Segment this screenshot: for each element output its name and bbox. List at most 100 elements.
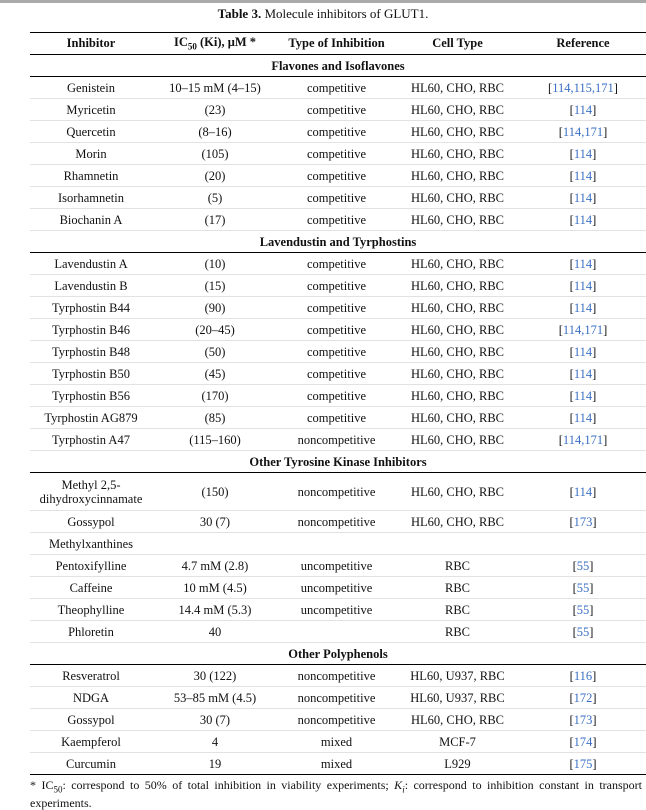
inhibitor-cell: Tyrphostin B46 — [30, 318, 152, 341]
ic50-cell: (5) — [152, 186, 278, 209]
cell-type-cell: HL60, CHO, RBC — [395, 708, 520, 731]
table-row: Tyrphostin B46 (20–45) competitive HL60, CH… — [30, 318, 646, 341]
ic50-cell: (115–160) — [152, 428, 278, 451]
ic50-cell: 10–15 mM (4–15) — [152, 76, 278, 99]
reference-link[interactable]: 114 — [573, 190, 593, 205]
inhibition-type-cell: noncompetitive — [278, 708, 395, 731]
reference-link[interactable]: 55 — [576, 624, 590, 639]
reference-link[interactable]: 114 — [573, 168, 593, 183]
reference-link[interactable]: 114 — [573, 212, 593, 227]
inhibition-type-cell: mixed — [278, 730, 395, 753]
ic50-cell: (105) — [152, 142, 278, 165]
table-row: Lavendustin A (10) competitive HL60, CHO, R… — [30, 252, 646, 275]
table-row: Tyrphostin B50 (45) competitive HL60, CHO, … — [30, 362, 646, 385]
section-title: Other Tyrosine Kinase Inhibitors — [30, 450, 646, 473]
inhibition-type-cell: uncompetitive — [278, 598, 395, 621]
reference-link[interactable]: 114 — [562, 124, 582, 139]
ic50-cell: (15) — [152, 274, 278, 297]
top-border — [0, 0, 646, 3]
reference-link[interactable]: 55 — [576, 602, 590, 617]
section-row: Other Tyrosine Kinase Inhibitors — [30, 450, 646, 473]
reference-link[interactable]: 114 — [552, 80, 571, 95]
reference-cell: [114] — [520, 252, 646, 275]
inhibition-type-cell — [278, 620, 395, 643]
reference-cell: [114,171] — [520, 428, 646, 451]
reference-cell: [114] — [520, 186, 646, 209]
reference-link[interactable]: 174 — [573, 734, 593, 749]
header-inhibitor: Inhibitor — [30, 32, 152, 55]
inhibitor-cell: Theophylline — [30, 598, 152, 621]
cell-type-cell: HL60, CHO, RBC — [395, 340, 520, 363]
inhibition-type-cell: competitive — [278, 318, 395, 341]
table-row: Tyrphostin AG879 (85) competitive HL60, CHO… — [30, 406, 646, 429]
cell-type-cell: HL60, CHO, RBC — [395, 384, 520, 407]
ic50-cell: (20) — [152, 164, 278, 187]
inhibitor-cell: Curcumin — [30, 752, 152, 775]
reference-link[interactable]: 173 — [573, 514, 593, 529]
reference-link[interactable]: 114 — [573, 388, 593, 403]
reference-link[interactable]: 55 — [576, 580, 590, 595]
reference-cell: [174] — [520, 730, 646, 753]
inhibitor-cell: Rhamnetin — [30, 164, 152, 187]
inhibition-type-cell: competitive — [278, 208, 395, 231]
inhibition-type-cell: noncompetitive — [278, 510, 395, 533]
cell-type-cell: HL60, CHO, RBC — [395, 164, 520, 187]
reference-cell: [114] — [520, 142, 646, 165]
footnote-sub: 50 — [53, 784, 63, 795]
ic50-sub: 50 — [187, 41, 197, 52]
ic50-cell: 4 — [152, 730, 278, 753]
reference-link[interactable]: 114 — [573, 344, 593, 359]
reference-cell: [114] — [520, 98, 646, 121]
ic50-cell: (10) — [152, 252, 278, 275]
inhibitor-cell: Biochanin A — [30, 208, 152, 231]
reference-link[interactable]: 114 — [573, 300, 593, 315]
reference-link[interactable]: 114 — [573, 410, 593, 425]
reference-link[interactable]: 114 — [573, 102, 593, 117]
header-ic50: IC50 (Ki), μM * — [152, 32, 278, 55]
reference-cell: [55] — [520, 620, 646, 643]
table-row: Phloretin 40 RBC [55] — [30, 620, 646, 643]
inhibition-type-cell: competitive — [278, 76, 395, 99]
reference-link[interactable]: 114 — [573, 484, 593, 499]
inhibition-type-cell: competitive — [278, 120, 395, 143]
reference-link[interactable]: 171 — [595, 80, 614, 95]
reference-link[interactable]: 114 — [562, 432, 582, 447]
reference-link[interactable]: 116 — [573, 668, 593, 683]
inhibition-type-cell: competitive — [278, 164, 395, 187]
inhibitor-cell: Tyrphostin B44 — [30, 296, 152, 319]
reference-link[interactable]: 114 — [562, 322, 582, 337]
footnote-ki: K — [394, 778, 403, 792]
cell-type-cell: HL60, CHO, RBC — [395, 186, 520, 209]
cell-type-cell: HL60, CHO, RBC — [395, 142, 520, 165]
reference-link[interactable]: 171 — [584, 322, 604, 337]
ic50-cell: 4.7 mM (2.8) — [152, 554, 278, 577]
inhibition-type-cell: competitive — [278, 252, 395, 275]
reference-link[interactable]: 114 — [573, 278, 593, 293]
inhibition-type-cell: noncompetitive — [278, 664, 395, 687]
reference-link[interactable]: 114 — [573, 366, 593, 381]
reference-link[interactable]: 171 — [584, 124, 604, 139]
cell-type-cell: HL60, CHO, RBC — [395, 472, 520, 511]
ic50-cell: (170) — [152, 384, 278, 407]
reference-link[interactable]: 172 — [573, 690, 593, 705]
cell-type-cell: HL60, CHO, RBC — [395, 98, 520, 121]
inhibition-type-cell: uncompetitive — [278, 576, 395, 599]
ic50-cell: (150) — [152, 472, 278, 511]
cell-type-cell: HL60, CHO, RBC — [395, 274, 520, 297]
inhibitor-cell: Resveratrol — [30, 664, 152, 687]
header-type: Type of Inhibition — [278, 32, 395, 55]
table-row: Genistein 10–15 mM (4–15) competitive HL60,… — [30, 76, 646, 99]
reference-link[interactable]: 175 — [573, 756, 593, 771]
reference-link[interactable]: 173 — [573, 712, 593, 727]
table-row: Myricetin (23) competitive HL60, CHO, RBC [1… — [30, 98, 646, 121]
reference-link[interactable]: 114 — [573, 256, 593, 271]
reference-link[interactable]: 55 — [576, 558, 590, 573]
reference-cell: [173] — [520, 708, 646, 731]
reference-link[interactable]: 114 — [573, 146, 593, 161]
section-title: Flavones and Isoflavones — [30, 54, 646, 77]
reference-link[interactable]: 115 — [573, 80, 592, 95]
reference-cell: [55] — [520, 554, 646, 577]
inhibition-type-cell: competitive — [278, 142, 395, 165]
table-row: Rhamnetin (20) competitive HL60, CHO, RBC [1… — [30, 164, 646, 187]
reference-link[interactable]: 171 — [584, 432, 604, 447]
